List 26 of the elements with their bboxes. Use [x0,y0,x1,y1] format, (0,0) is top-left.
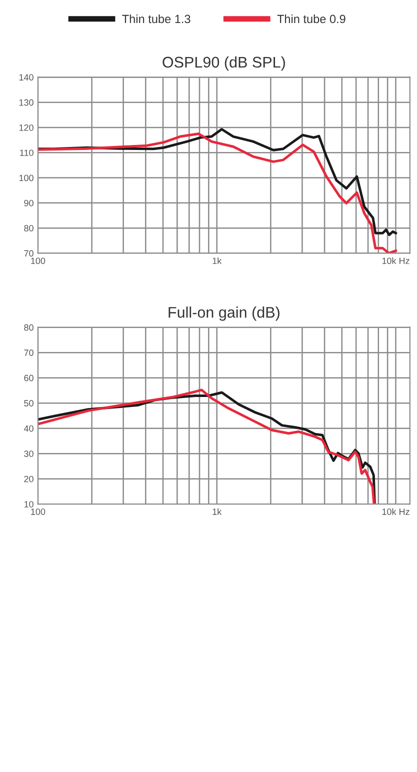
x-tick-label: 100 [31,258,46,264]
y-tick-label: 80 [24,225,34,232]
y-tick-label: 40 [24,425,34,432]
x-tick-label: 100 [31,508,46,515]
y-tick-label: 140 [19,74,34,81]
y-tick-label: 10 [24,501,34,508]
y-tick-label: 80 [24,324,34,331]
x-tick-label: 1k [212,508,222,515]
y-tick-label: 70 [24,350,34,356]
y-tick-label: 50 [24,400,34,406]
y-tick-label: 20 [24,476,34,482]
y-tick-label: 60 [24,374,34,382]
legend-label: Thin tube 0.9 [277,14,346,24]
x-tick-label: 1k [212,257,222,264]
x-tick-label: 10k Hz [382,508,410,515]
y-tick-label: 70 [24,250,34,257]
y-tick-label: 130 [19,99,34,106]
y-tick-label: 110 [20,150,34,156]
y-tick-label: 90 [24,200,34,206]
legend-label: Thin tube 1.3 [122,14,190,24]
y-tick-label: 120 [19,124,34,131]
chart-title: OSPL90 (dB SPL) [162,56,285,71]
chart-title: Full-on gain (dB) [168,306,280,321]
x-tick-label: 10k Hz [382,257,410,264]
y-tick-label: 100 [19,174,34,182]
y-tick-label: 30 [24,450,34,457]
